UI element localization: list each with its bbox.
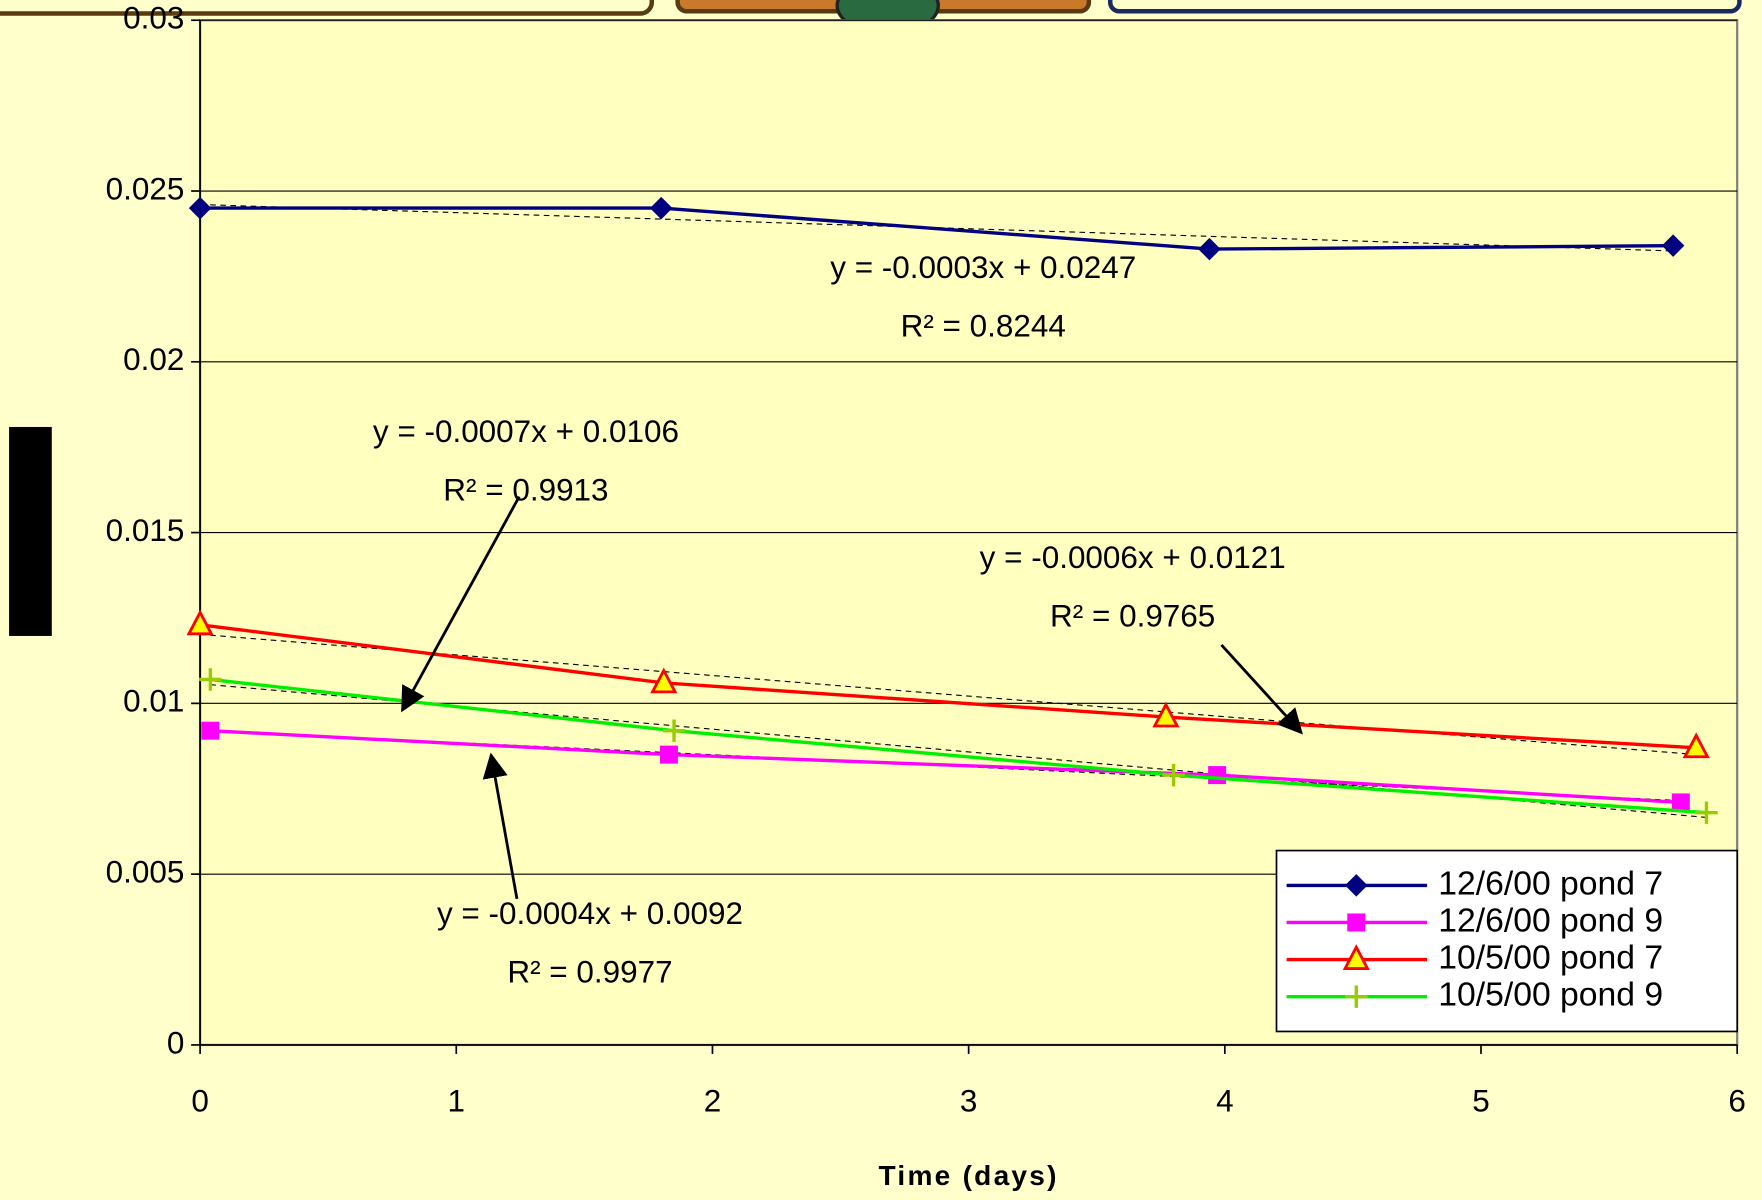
legend-label: 10/5/00 pond 9 xyxy=(1438,976,1663,1014)
marker xyxy=(1671,793,1690,812)
trend-r2: R² = 0.9913 xyxy=(443,472,608,507)
x-tick-label: 0 xyxy=(191,1084,209,1119)
series-line xyxy=(210,729,1681,805)
trendline xyxy=(210,684,1707,818)
trendline xyxy=(200,633,1697,756)
legend-label: 12/6/00 pond 7 xyxy=(1438,864,1663,902)
marker xyxy=(649,196,673,220)
marker xyxy=(1162,763,1185,787)
marker xyxy=(201,721,220,740)
marker xyxy=(1342,944,1370,970)
trend-equation: y = -0.0006x + 0.0121 xyxy=(980,540,1286,575)
marker xyxy=(1208,766,1227,785)
marker xyxy=(1152,701,1180,728)
decoration xyxy=(0,0,655,16)
x-tick-label: 6 xyxy=(1728,1084,1745,1119)
marker xyxy=(1661,234,1685,257)
arrow xyxy=(482,752,519,900)
series-line xyxy=(200,206,1674,251)
y-tick-label: 0.025 xyxy=(106,171,185,206)
marker xyxy=(186,609,214,636)
y-tick-label: 0.01 xyxy=(123,684,184,719)
redacted-label xyxy=(9,426,52,636)
y-tick-label: 0.005 xyxy=(106,854,185,889)
marker xyxy=(662,719,686,742)
annotation-arrows xyxy=(401,495,1303,900)
marker xyxy=(1345,985,1368,1008)
marker xyxy=(650,667,678,694)
y-tick-label: 0.015 xyxy=(106,513,185,548)
trendline xyxy=(200,203,1674,252)
legend-label: 12/6/00 pond 9 xyxy=(1438,901,1663,939)
x-tick-label: 4 xyxy=(1216,1084,1233,1119)
x-axis-title: Time (days) xyxy=(879,1160,1059,1191)
x-tick-label: 1 xyxy=(448,1084,466,1119)
arrow xyxy=(1220,643,1303,735)
legend-label: 10/5/00 pond 7 xyxy=(1438,938,1663,976)
arrow xyxy=(401,495,521,713)
trend-equation: y = -0.0007x + 0.0106 xyxy=(373,414,679,449)
marker xyxy=(1347,913,1366,932)
marker xyxy=(199,668,222,691)
y-tick-label: 0.03 xyxy=(123,1,184,36)
trend-r2: R² = 0.8244 xyxy=(901,308,1066,343)
y-tick-label: 0 xyxy=(167,1025,185,1060)
trend-r2: R² = 0.9765 xyxy=(1050,598,1215,633)
decoration xyxy=(1107,0,1742,14)
x-tick-label: 2 xyxy=(704,1084,722,1119)
legend: 12/6/00 pond 712/6/00 pond 910/5/00 pond… xyxy=(1275,849,1739,1033)
marker xyxy=(1695,801,1718,824)
trend-r2: R² = 0.9977 xyxy=(507,954,672,989)
marker xyxy=(188,196,212,220)
grid: 0 0.005 0.01 0.015 0.02 0.025 0.03 0 1 2 3 4 5 6 xyxy=(106,1,1746,1119)
y-tick-label: 0.02 xyxy=(123,342,184,377)
series-line xyxy=(210,677,1707,815)
x-tick-label: 3 xyxy=(960,1084,978,1119)
marker xyxy=(659,745,678,764)
x-tick-label: 5 xyxy=(1472,1084,1490,1119)
marker xyxy=(1682,732,1710,759)
trend-equation: y = -0.0004x + 0.0092 xyxy=(437,896,743,931)
trend-equation: y = -0.0003x + 0.0247 xyxy=(830,250,1136,285)
